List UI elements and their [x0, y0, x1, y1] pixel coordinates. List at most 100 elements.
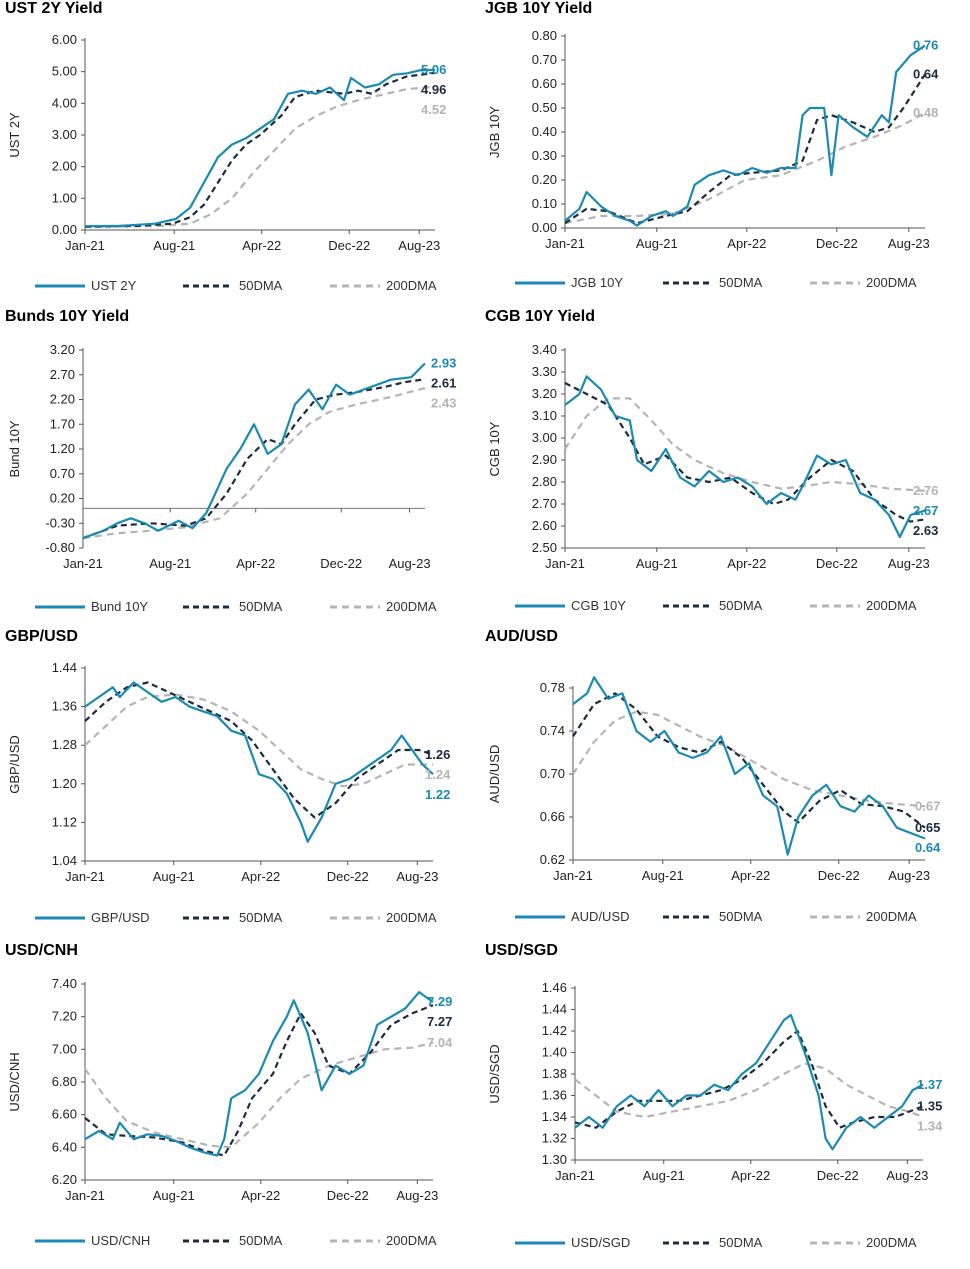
end-value-label: 2.76: [913, 483, 938, 498]
x-tick-label: Jan-21: [545, 556, 585, 571]
y-tick-label: 2.80: [532, 474, 557, 489]
y-tick-label: 0.62: [540, 852, 565, 867]
end-value-label: 0.67: [915, 798, 940, 813]
legend-label: 200DMA: [866, 909, 917, 924]
y-axis-label: USD/SGD: [487, 1044, 502, 1103]
y-tick-label: 6.20: [52, 1172, 77, 1187]
y-tick-label: 6.80: [52, 1074, 77, 1089]
ust2y-panel: UST 2Y Yield 0.00 1.00 2.00 3.00 4.00 5.00 6.00…: [5, 0, 485, 305]
end-value-label: 2.67: [913, 503, 938, 518]
audusd-chart: 0.62 0.66 0.70 0.74 0.78 Jan-21 Aug-21 Apr-22 De…: [487, 676, 941, 924]
end-value-label: 0.48: [913, 105, 938, 120]
y-tick-label: 3.10: [532, 408, 557, 423]
y-tick-label: 0.20: [532, 172, 557, 187]
y-tick-label: 3.40: [532, 342, 557, 357]
series-line-main: [84, 68, 436, 228]
end-value-label: 7.04: [427, 1035, 453, 1050]
y-tick-label: -0.30: [45, 515, 75, 530]
y-tick-label: 7.00: [52, 1041, 77, 1056]
legend-label: 50DMA: [719, 1235, 763, 1250]
series-line-main: [84, 681, 434, 843]
series-line-50dma: [84, 1004, 434, 1157]
y-tick-label: 3.00: [52, 127, 77, 142]
x-tick-label: Dec-22: [816, 556, 858, 571]
x-tick-label: Apr-22: [731, 868, 770, 883]
x-tick-label: Aug-23: [389, 556, 431, 571]
end-value-label: 1.22: [425, 787, 450, 802]
y-tick-label: 0.00: [532, 220, 557, 235]
end-value-label: 7.29: [427, 994, 452, 1009]
x-tick-label: Apr-22: [241, 1188, 280, 1203]
y-tick-label: 1.30: [542, 1152, 567, 1167]
y-tick-label: 2.50: [532, 540, 557, 555]
x-tick-label: Aug-21: [153, 869, 195, 884]
usdsgd-title: USD/SGD: [485, 942, 558, 959]
legend: USD/CNH 50DMA 200DMA: [35, 1233, 437, 1248]
x-tick-label: Aug-21: [153, 238, 195, 253]
y-tick-label: 6.00: [52, 32, 77, 47]
y-tick-label: 0.00: [52, 222, 77, 237]
y-tick-label: 0.74: [540, 723, 565, 738]
legend-label: GBP/USD: [91, 910, 150, 925]
end-value-label: 4.52: [421, 102, 446, 117]
legend-label: 200DMA: [386, 599, 437, 614]
y-tick-label: 0.50: [532, 100, 557, 115]
x-tick-label: Aug-23: [888, 556, 930, 571]
usdsgd-chart: 1.30 1.32 1.34 1.36 1.38 1.40 1.42 1.44 1.46 Jan-…: [487, 980, 943, 1250]
x-tick-label: Jan-21: [65, 1188, 105, 1203]
x-tick-label: Aug-21: [643, 1168, 685, 1183]
y-tick-label: 0.10: [532, 196, 557, 211]
legend-label: JGB 10Y: [571, 275, 623, 290]
series-line-200dma: [574, 1062, 924, 1119]
y-tick-label: 1.34: [542, 1109, 567, 1124]
series-line-50dma: [564, 382, 926, 523]
audusd-title: AUD/USD: [485, 628, 558, 645]
legend-label: UST 2Y: [91, 278, 137, 293]
y-tick-label: 3.20: [532, 386, 557, 401]
end-value-label: 7.27: [427, 1014, 452, 1029]
y-tick-label: 3.00: [532, 430, 557, 445]
y-axis-label: CGB 10Y: [487, 421, 502, 476]
end-value-label: 0.76: [913, 38, 938, 53]
legend: Bund 10Y 50DMA 200DMA: [35, 599, 437, 614]
end-value-label: 1.24: [425, 767, 451, 782]
series-line-50dma: [82, 378, 426, 540]
series-line-main: [564, 375, 926, 539]
y-tick-label: 2.90: [532, 452, 557, 467]
jgb10y-panel: JGB 10Y Yield 0.00 0.10 0.20 0.30 0.40 0.50 0.6…: [485, 0, 965, 305]
y-axis-label: JGB 10Y: [487, 106, 502, 158]
x-tick-label: Jan-21: [545, 236, 585, 251]
y-tick-label: 3.30: [532, 364, 557, 379]
end-value-label: 0.64: [915, 840, 941, 855]
legend-label: CGB 10Y: [571, 598, 626, 613]
ust2y-chart: 0.00 1.00 2.00 3.00 4.00 5.00 6.00 Jan-21 Aug-21…: [7, 32, 446, 293]
y-axis-label: GBP/USD: [7, 735, 22, 794]
legend-label: 50DMA: [719, 275, 763, 290]
legend-label: AUD/USD: [571, 909, 630, 924]
y-tick-label: 1.36: [542, 1088, 567, 1103]
y-tick-label: 1.12: [52, 814, 77, 829]
y-tick-label: 1.04: [52, 853, 77, 868]
end-value-label: 0.64: [913, 66, 939, 81]
series-line-200dma: [564, 397, 926, 492]
x-tick-label: Aug-21: [636, 236, 678, 251]
x-tick-label: Apr-22: [731, 1168, 770, 1183]
gbpusd-chart: 1.04 1.12 1.20 1.28 1.36 1.44 Jan-21 Aug-21 Apr-…: [7, 660, 451, 925]
y-tick-label: 0.20: [50, 491, 75, 506]
y-axis-label: UST 2Y: [7, 112, 22, 158]
x-tick-label: Aug-23: [888, 236, 930, 251]
x-tick-label: Dec-22: [320, 556, 362, 571]
series-line-main: [84, 991, 434, 1157]
series-line-main: [82, 362, 426, 540]
y-tick-label: 0.40: [532, 124, 557, 139]
end-value-label: 1.37: [917, 1077, 942, 1092]
legend-label: 50DMA: [239, 599, 283, 614]
end-value-label: 4.96: [421, 82, 446, 97]
x-tick-label: Apr-22: [727, 556, 766, 571]
series-line-50dma: [564, 73, 926, 225]
y-axis-label: AUD/USD: [487, 745, 502, 804]
jgb10y-chart: 0.00 0.10 0.20 0.30 0.40 0.50 0.60 0.70 0.80 Jan-…: [487, 28, 939, 290]
y-tick-label: 0.66: [540, 809, 565, 824]
legend-label: USD/SGD: [571, 1235, 630, 1250]
x-tick-label: Aug-23: [886, 1168, 928, 1183]
